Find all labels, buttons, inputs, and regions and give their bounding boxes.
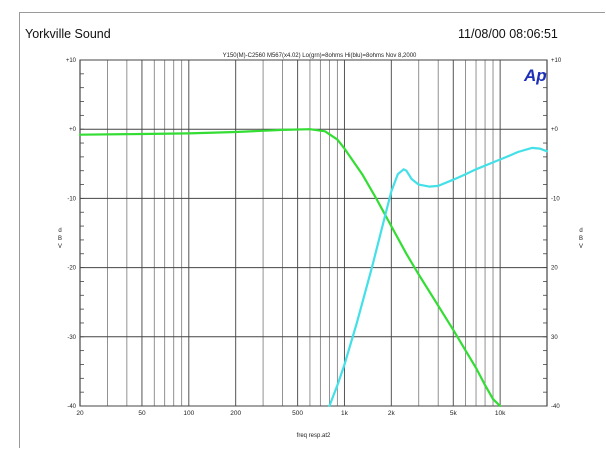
x-tick-label: 200 [230,410,241,417]
y-tick-label-right: 30 [551,335,558,341]
series-line-green [78,128,502,408]
plot-frame [19,12,605,448]
x-tick-label: 2k [388,410,396,417]
y-tick-label-right: +0 [551,127,559,133]
y-tick-label-left: -20 [67,266,76,272]
x-tick-label: 500 [292,410,303,417]
x-axis-label: freq resp.at2 [297,433,331,439]
y-tick-label-left: -30 [67,335,76,341]
company-label: Yorkville Sound [25,27,111,41]
x-tick-label: 1k [341,410,349,417]
series-line-cyan [328,146,549,408]
datetime-label: 11/08/00 08:06:51 [458,27,558,41]
y-tick-label-right: -10 [551,196,560,202]
x-tick-label: 10k [495,410,506,417]
x-tick-label: 50 [138,410,146,417]
y-tick-label-right: +10 [551,58,562,64]
y-tick-label-right: -40 [551,404,560,410]
y-tick-label-left: -40 [67,404,76,410]
ap-logo: Ap [523,66,547,85]
y-tick-label-left: +10 [66,58,77,64]
y-tick-label-left: +0 [69,127,77,133]
chart-title: Y150(M)-C2560 M567(x4.02) Lo(grn)=8ohms … [223,53,417,59]
plot-area [79,59,548,407]
x-tick-label: 20 [76,410,84,417]
x-tick-label: 100 [183,410,194,417]
y-tick-label-right: 20 [551,266,558,272]
y-tick-label-left: -10 [67,196,76,202]
x-tick-label: 5k [450,410,458,417]
